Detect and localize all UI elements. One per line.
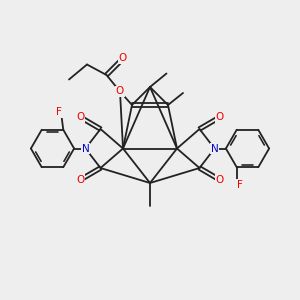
Text: O: O	[76, 175, 84, 185]
Text: F: F	[56, 107, 62, 117]
Text: N: N	[211, 143, 218, 154]
Text: O: O	[76, 112, 84, 122]
Text: O: O	[216, 175, 224, 185]
Text: O: O	[116, 86, 124, 97]
Text: F: F	[237, 180, 243, 190]
Text: O: O	[216, 112, 224, 122]
Text: O: O	[119, 53, 127, 63]
Text: N: N	[82, 143, 89, 154]
